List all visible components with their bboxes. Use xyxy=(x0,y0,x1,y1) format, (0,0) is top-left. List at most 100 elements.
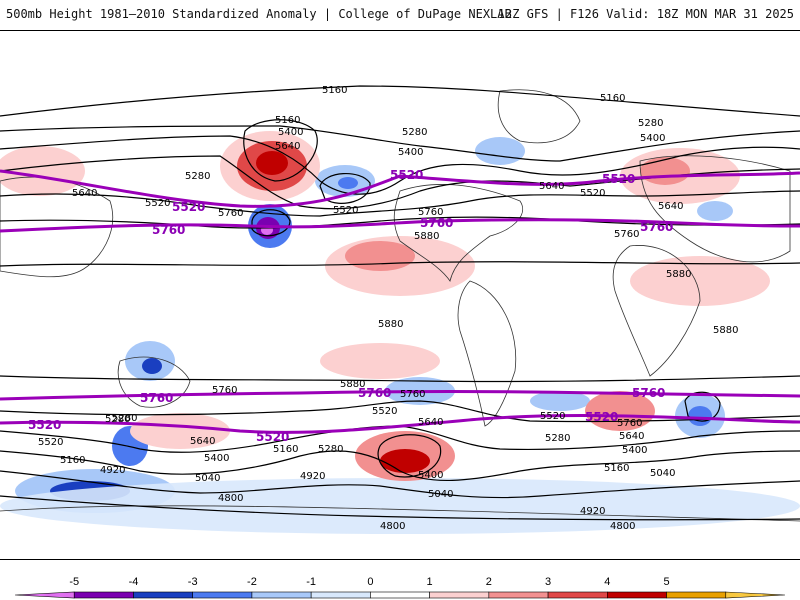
anomaly-map: 5160 5160 5400 5640 5280 5640 5520 5760 … xyxy=(0,85,800,534)
contour-label: 4800 xyxy=(380,521,405,532)
contour-label: 5760 xyxy=(617,418,642,429)
thick-contour-label: 5520 xyxy=(28,418,61,432)
contour-label: 5280 xyxy=(185,171,210,182)
contour-label: 5640 xyxy=(619,431,644,442)
coastlines xyxy=(0,89,800,522)
contour-label: 5760 xyxy=(218,208,243,219)
contour-label: 5280 xyxy=(318,444,343,455)
colorbar-tick-label: 2 xyxy=(485,576,492,588)
colorbar-segment xyxy=(725,591,786,599)
thick-contour-label: 5760 xyxy=(358,386,391,400)
colorbar-tick-label: 4 xyxy=(604,576,611,588)
thick-contour-label: 5760 xyxy=(640,220,673,234)
thick-contour-label: 5760 xyxy=(420,216,453,230)
thick-contour-labels: 5520 5520 5520 5760 5760 5760 5760 5760 … xyxy=(28,168,673,444)
contour-label: 5400 xyxy=(418,470,443,481)
contour-label: 5880 xyxy=(414,231,439,242)
thick-contour-label: 5760 xyxy=(140,391,173,405)
contour-label: 5640 xyxy=(418,417,443,428)
colorbar-tick-label: -5 xyxy=(69,576,80,588)
contour-label: 5520 xyxy=(38,437,63,448)
contour-label: 5280 xyxy=(545,433,570,444)
thick-contour-label: 5520 xyxy=(390,168,423,182)
contour-label: 4800 xyxy=(218,493,243,504)
header: 500mb Height 1981–2010 Standardized Anom… xyxy=(0,0,800,30)
colorbar-tick-label: -3 xyxy=(187,576,198,588)
colorbar-segment xyxy=(73,591,134,599)
contour-label: 5760 xyxy=(212,385,237,396)
contour-label: 5400 xyxy=(622,445,647,456)
colorbar-tick-label: 3 xyxy=(545,576,552,588)
anomaly-colorbar: -5 -4 -3 -2 -1 0 1 2 3 4 5 xyxy=(0,570,800,600)
contour-label: 5520 xyxy=(372,406,397,417)
colorbar-segment xyxy=(133,591,193,599)
contour-label: 5280 xyxy=(105,414,130,425)
contour-label: 5520 xyxy=(580,188,605,199)
contour-label: 5280 xyxy=(402,127,427,138)
colorbar-tick-label: -4 xyxy=(128,576,139,588)
contour-label: 5160 xyxy=(600,93,625,104)
contour-label: 5280 xyxy=(112,413,137,424)
contour-label: 5040 xyxy=(195,473,220,484)
colorbar-segment xyxy=(370,591,430,599)
contour-label: 5160 xyxy=(275,115,300,126)
contour-label: 5760 xyxy=(400,389,425,400)
contour-label: 4920 xyxy=(100,465,125,476)
contour-label: 4920 xyxy=(580,506,605,517)
contour-label: 5400 xyxy=(204,453,229,464)
contour-label: 5160 xyxy=(322,85,347,96)
contour-label: 5520 xyxy=(333,205,358,216)
colorbar-segment xyxy=(666,591,727,599)
contour-label: 4920 xyxy=(300,471,325,482)
contour-label: 4800 xyxy=(610,521,635,532)
contour-label: 5880 xyxy=(713,325,738,336)
thick-contour-label: 5520 xyxy=(172,200,205,214)
contour-label: 5280 xyxy=(638,118,663,129)
contour-label: 5880 xyxy=(666,269,691,280)
contour-label: 5160 xyxy=(604,463,629,474)
contour-label: 5520 xyxy=(540,411,565,422)
contour-label: 5520 xyxy=(145,198,170,209)
thick-height-contours xyxy=(0,169,800,434)
contour-label: 5160 xyxy=(60,455,85,466)
contour-label: 5760 xyxy=(418,207,443,218)
colorbar-segment xyxy=(192,591,253,599)
contour-label: 5640 xyxy=(72,188,97,199)
contour-label: 5640 xyxy=(275,141,300,152)
contour-label: 5040 xyxy=(428,489,453,500)
colorbar-tick-label: -1 xyxy=(306,576,317,588)
contour-label: 5760 xyxy=(614,229,639,240)
colorbar-segment xyxy=(607,591,667,599)
colorbar-tick-label: 0 xyxy=(367,576,374,588)
map-panel: 5160 5160 5400 5640 5280 5640 5520 5760 … xyxy=(0,30,800,560)
colorbar-segment xyxy=(14,591,75,599)
thick-contour-label: 5520 xyxy=(602,172,635,186)
colorbar-tick-label: -2 xyxy=(247,576,257,588)
colorbar-segment xyxy=(251,591,312,599)
contour-label: 5640 xyxy=(539,181,564,192)
contour-label: 5040 xyxy=(650,468,675,479)
colorbar-segment xyxy=(429,591,490,599)
thick-contour-label: 5520 xyxy=(585,410,618,424)
model-run-info: 12Z GFS | F126 Valid: 18Z MON MAR 31 202… xyxy=(497,7,794,21)
positive-anomaly-shading xyxy=(0,131,770,481)
contour-label: 5640 xyxy=(190,436,215,447)
contour-label: 5400 xyxy=(398,147,423,158)
thick-contour-label: 5760 xyxy=(632,386,665,400)
colorbar-segment xyxy=(488,591,549,599)
contour-label: 5880 xyxy=(340,379,365,390)
contour-label: 5400 xyxy=(278,127,303,138)
contour-labels: 5160 5160 5400 5640 5280 5640 5520 5760 … xyxy=(38,85,738,532)
colorbar-segment xyxy=(547,591,608,599)
contour-label: 5400 xyxy=(640,133,665,144)
colorbar-segment xyxy=(310,591,371,599)
contour-label: 5880 xyxy=(378,319,403,330)
colorbar-strip xyxy=(14,591,786,599)
colorbar-tick-label: 5 xyxy=(663,576,670,588)
thick-contour-label: 5760 xyxy=(152,223,185,237)
colorbar-tick-label: 1 xyxy=(426,576,433,588)
map-title: 500mb Height 1981–2010 Standardized Anom… xyxy=(6,7,512,21)
contour-label: 5160 xyxy=(273,444,298,455)
contour-label: 5640 xyxy=(658,201,683,212)
thick-contour-label: 5520 xyxy=(256,430,289,444)
